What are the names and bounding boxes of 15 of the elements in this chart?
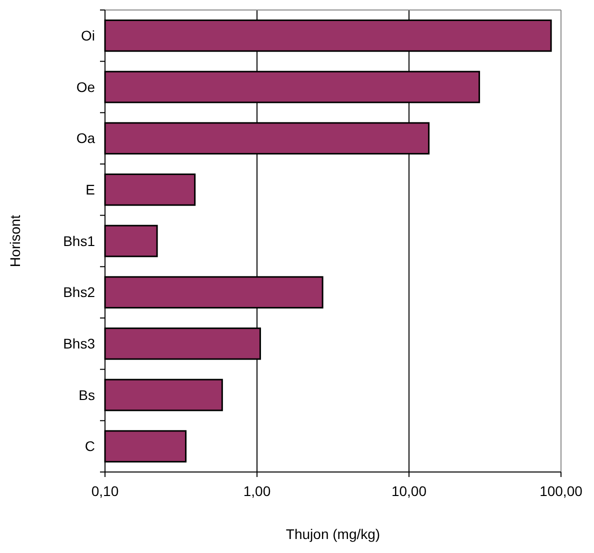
- y-tick-label: Oe: [76, 78, 96, 95]
- y-tick-label: Bs: [78, 386, 95, 403]
- y-tick-label: Bhs2: [63, 284, 96, 300]
- y-tick-label: Bhs1: [63, 232, 96, 249]
- x-tick-label: 0,10: [91, 483, 119, 499]
- y-tick-label: Bhs3: [63, 336, 96, 352]
- y-axis-title: Horisont: [7, 214, 23, 268]
- x-axis-title: Thujon (mg/kg): [286, 526, 380, 542]
- y-tick-label: E: [86, 182, 95, 198]
- y-tick-label: C: [84, 438, 95, 454]
- y-tick-label: Oa: [76, 130, 96, 146]
- y-tick-label: Oi: [81, 28, 95, 44]
- x-tick-label: 1,00: [243, 483, 271, 499]
- x-tick-label: 100,00: [540, 483, 583, 499]
- x-tick-label: 10,00: [391, 483, 427, 499]
